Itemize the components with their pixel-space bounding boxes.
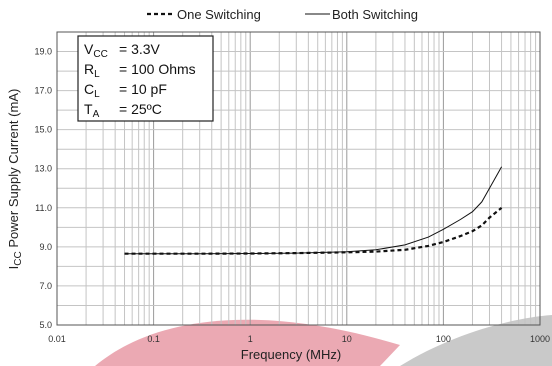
y-axis-title: ICC Power Supply Current (mA) — [6, 89, 24, 270]
condition-rl: RL — [84, 61, 100, 80]
y-tick-label: 5.0 — [39, 320, 52, 330]
y-tick-label: 15.0 — [34, 125, 52, 135]
series-line-both-switching — [124, 166, 503, 255]
background-swoosh-red — [95, 319, 400, 366]
y-tick-label: 11.0 — [35, 203, 52, 213]
condition-vcc: VCC — [84, 41, 108, 60]
legend-label-one-switching: One Switching — [177, 7, 261, 22]
x-tick-label: 100 — [436, 334, 451, 344]
x-tick-label: 10 — [342, 334, 352, 344]
background-swoosh-gray — [400, 315, 552, 366]
conditions-box-frame — [77, 35, 214, 122]
condition-cl: CL — [84, 81, 100, 100]
y-tick-label: 13.0 — [34, 164, 52, 174]
y-tick-label: 19.0 — [34, 47, 52, 57]
legend-label-both-switching: Both Switching — [332, 7, 418, 22]
y-tick-label: 17.0 — [34, 86, 52, 96]
plot-frame — [56, 31, 541, 326]
condition-value: = 3.3V — [119, 41, 161, 57]
condition-ta: TA — [84, 101, 100, 120]
series-lines — [124, 166, 503, 255]
y-tick-label: 7.0 — [39, 281, 52, 291]
legend: One Switching Both Switching — [147, 7, 418, 22]
condition-value: = 100 Ohms — [119, 61, 196, 77]
conditions-box: VCC = 3.3V RL = 100 Ohms CL = 10 pF TA = 25ºC — [77, 35, 214, 122]
x-tick-label: 0.1 — [147, 334, 160, 344]
x-tick-label: 1000 — [530, 334, 550, 344]
y-tick-label: 9.0 — [39, 242, 52, 252]
x-axis-title: Frequency (MHz) — [241, 347, 341, 362]
x-tick-label: 0.01 — [48, 334, 66, 344]
condition-value: = 25ºC — [119, 101, 162, 117]
condition-value: = 10 pF — [119, 81, 167, 97]
x-tick-label: 1 — [248, 334, 253, 344]
tick-labels: 0.01 0.1 1 10 100 1000 5.0 7.0 9.0 11.0 13.0 15.0 17… — [34, 47, 550, 344]
